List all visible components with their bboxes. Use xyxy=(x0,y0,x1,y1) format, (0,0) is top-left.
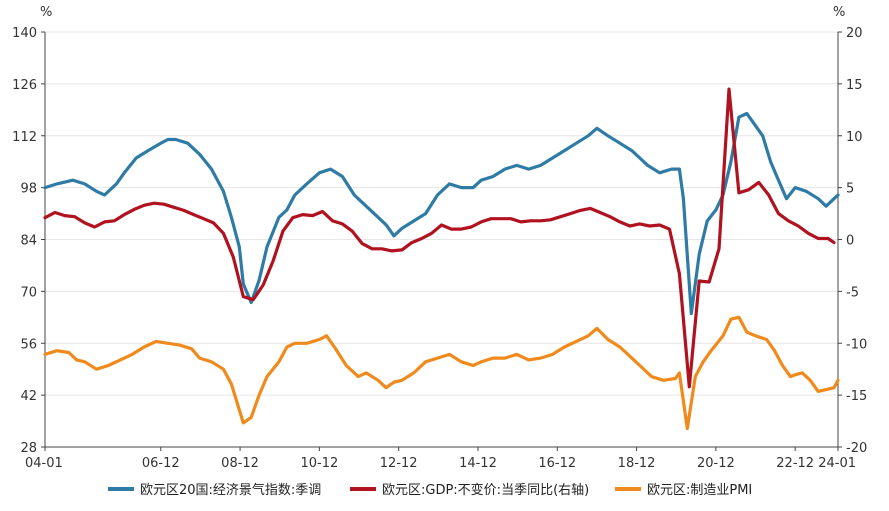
left-tick-label: 56 xyxy=(20,337,37,352)
x-tick-label: 20-12 xyxy=(697,456,735,471)
x-tick-label: 22-12 xyxy=(776,456,814,471)
right-tick-label: -5 xyxy=(846,285,859,300)
x-tick-label: 14-12 xyxy=(459,456,497,471)
right-tick-label: 5 xyxy=(846,182,854,197)
x-tick-label: 18-12 xyxy=(618,456,656,471)
right-tick-label: 0 xyxy=(846,234,854,249)
x-tick-label: 04-01 xyxy=(25,456,63,471)
series-line-3 xyxy=(43,315,840,431)
x-tick-label: 24-01 xyxy=(818,456,856,471)
right-tick-label: 10 xyxy=(846,130,863,145)
legend: 欧元区20国:经济景气指数:季调 欧元区:GDP:不变价:当季同比(右轴) 欧元区:… xyxy=(108,482,752,498)
left-axis-unit: % xyxy=(40,5,52,20)
left-tick-label: 112 xyxy=(12,130,37,145)
right-tick-label: -10 xyxy=(846,337,867,352)
right-tick-label: -15 xyxy=(846,389,867,404)
left-tick-label: 70 xyxy=(20,285,37,300)
right-tick-label: -20 xyxy=(846,441,867,456)
series-line-2 xyxy=(43,87,836,389)
left-tick-label: 84 xyxy=(20,234,37,249)
left-tick-label: 42 xyxy=(20,389,37,404)
right-axis-unit: % xyxy=(833,5,845,20)
left-tick-label: 140 xyxy=(12,26,37,41)
series-line-1 xyxy=(43,111,840,316)
x-tick-label: 08-12 xyxy=(221,456,259,471)
left-tick-label: 98 xyxy=(20,182,37,197)
axes: 28 42 56 70 84 98 112 126 140 -20 -15 -10 -5 0 5 10 15 20… xyxy=(12,5,867,471)
series-lines xyxy=(43,87,840,431)
left-tick-label: 28 xyxy=(20,441,37,456)
x-tick-label: 16-12 xyxy=(538,456,576,471)
right-tick-label: 15 xyxy=(846,78,863,93)
legend-label-2: 欧元区:GDP:不变价:当季同比(右轴) xyxy=(382,482,589,498)
legend-label-1: 欧元区20国:经济景气指数:季调 xyxy=(140,482,321,498)
x-tick-label: 12-12 xyxy=(380,456,418,471)
legend-label-3: 欧元区:制造业PMI xyxy=(647,483,752,498)
right-tick-label: 20 xyxy=(846,26,863,41)
x-tick-label: 06-12 xyxy=(142,456,180,471)
x-tick-label: 10-12 xyxy=(300,456,338,471)
left-tick-label: 126 xyxy=(12,78,37,93)
